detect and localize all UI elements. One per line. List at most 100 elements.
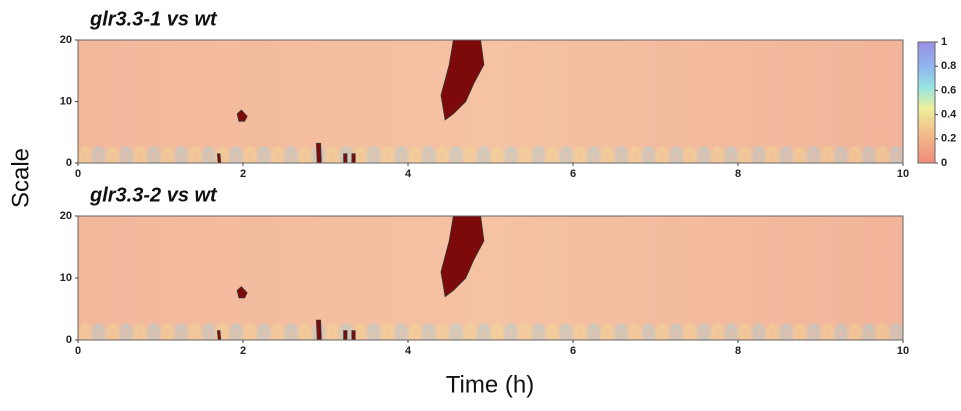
texture-fine [244, 146, 256, 163]
y-tick-label: 0 [66, 334, 72, 346]
texture-fine [725, 323, 737, 340]
texture-fine [698, 323, 709, 340]
texture-fine [890, 323, 902, 340]
heatmap-background [78, 40, 903, 163]
texture-fine [285, 323, 297, 340]
texture-fine [327, 146, 338, 163]
texture-fine [464, 146, 476, 163]
texture-fine [120, 323, 132, 340]
texture-fine [230, 146, 242, 163]
texture-fine [712, 323, 723, 340]
x-tick-label: 2 [240, 345, 246, 357]
texture-fine [189, 323, 201, 340]
texture-fine [780, 323, 792, 340]
texture-fine [162, 146, 173, 163]
texture-fine [423, 146, 434, 163]
texture-fine [890, 146, 902, 163]
colorbar-tick-label: 1 [941, 36, 947, 48]
texture-fine [258, 323, 269, 340]
texture-fine [657, 146, 668, 163]
texture-fine [464, 323, 476, 340]
texture-fine [409, 146, 421, 163]
texture-fine [753, 323, 764, 340]
significance-region [216, 330, 222, 340]
texture-fine [574, 146, 586, 163]
significance-region [343, 330, 348, 340]
texture-fine [368, 323, 379, 340]
texture-fine [368, 146, 379, 163]
texture-fine [863, 146, 874, 163]
texture-fine [615, 323, 627, 340]
x-axis-label: Time (h) [446, 371, 534, 398]
texture-fine [547, 146, 558, 163]
texture-fine [560, 323, 572, 340]
texture-fine [175, 323, 187, 340]
texture-fine [478, 146, 489, 163]
x-tick-label: 0 [75, 345, 81, 357]
texture-fine [808, 323, 819, 340]
texture-fine [148, 146, 159, 163]
texture-fine [299, 146, 311, 163]
texture-fine [175, 146, 187, 163]
texture-fine [93, 146, 104, 163]
texture-fine [698, 146, 709, 163]
x-tick-label: 4 [405, 168, 412, 180]
texture-fine [643, 146, 654, 163]
texture-fine [354, 146, 366, 163]
texture-fine [340, 146, 352, 163]
texture-fine [299, 323, 311, 340]
texture-fine [780, 146, 792, 163]
texture-fine [382, 323, 393, 340]
significance-region [236, 286, 248, 299]
texture-fine [107, 146, 118, 163]
texture-fine [877, 146, 888, 163]
coherence-texture [79, 323, 902, 340]
heatmap [78, 216, 903, 340]
texture-fine [615, 146, 627, 163]
texture-fine [822, 146, 833, 163]
texture-fine [767, 146, 778, 163]
chart-title: glr3.3-1 vs wt [89, 8, 218, 30]
texture-fine [93, 323, 104, 340]
significance-region [236, 109, 248, 122]
texture-fine [602, 146, 613, 163]
x-tick-label: 6 [570, 345, 576, 357]
texture-fine [684, 146, 696, 163]
significance-region [351, 330, 356, 340]
texture-fine [794, 146, 806, 163]
texture-fine [712, 146, 723, 163]
heatmap-background [78, 216, 903, 340]
texture-fine [492, 146, 503, 163]
texture-fine [519, 323, 531, 340]
texture-fine [120, 146, 132, 163]
texture-fine [684, 323, 696, 340]
texture-fine [835, 146, 847, 163]
texture-fine [203, 146, 214, 163]
texture-fine [588, 146, 599, 163]
texture-fine [134, 323, 146, 340]
y-tick-label: 20 [60, 210, 72, 222]
texture-fine [203, 323, 214, 340]
texture-fine [657, 323, 668, 340]
texture-fine [547, 323, 558, 340]
y-tick-label: 0 [66, 157, 72, 169]
colorbar-tick-label: 0.4 [941, 109, 957, 121]
x-tick-label: 2 [240, 168, 246, 180]
texture-fine [327, 323, 338, 340]
y-tick-label: 10 [60, 272, 72, 284]
texture-fine [533, 146, 544, 163]
texture-fine [767, 323, 778, 340]
texture-fine [505, 146, 517, 163]
texture-fine [560, 146, 572, 163]
texture-fine [519, 146, 531, 163]
y-tick-label: 20 [60, 34, 72, 46]
y-axis-label: Scale [7, 148, 34, 208]
texture-fine [409, 323, 421, 340]
colorbar-tick-label: 0.6 [941, 84, 956, 96]
colorbar-tick-label: 0.2 [941, 133, 956, 145]
texture-fine [835, 323, 847, 340]
chart-title: glr3.3-2 vs wt [89, 184, 218, 206]
texture-fine [629, 323, 641, 340]
texture-fine [753, 146, 764, 163]
